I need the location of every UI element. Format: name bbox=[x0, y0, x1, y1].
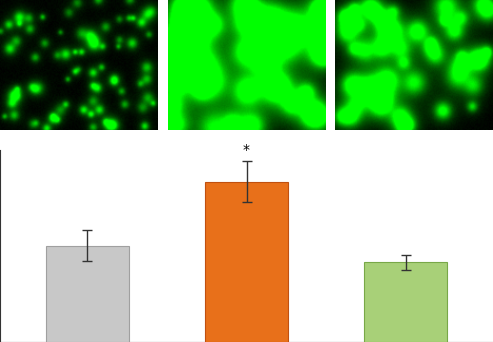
Bar bbox=[205, 182, 288, 342]
Text: *: * bbox=[243, 143, 250, 157]
Bar bbox=[46, 246, 129, 342]
Bar bbox=[364, 263, 447, 342]
